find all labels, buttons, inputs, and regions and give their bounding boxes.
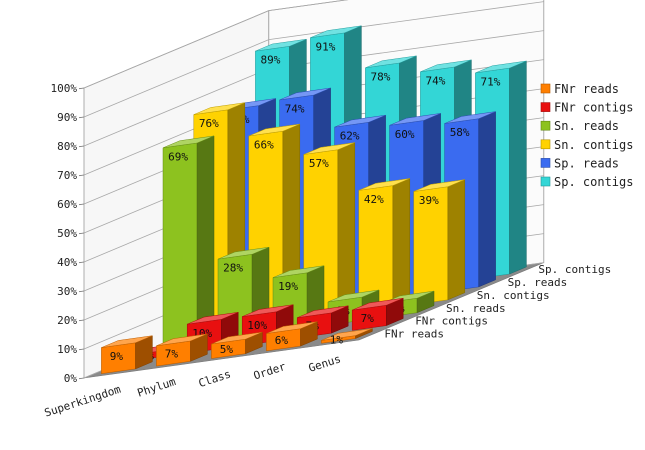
bar-fnr-reads-genus: 1% (321, 328, 373, 346)
y-tick-mark (78, 377, 85, 380)
legend: FNr reads FNr contigs Sn. reads Sn. contigs… (540, 82, 633, 189)
category-label: Superkingdom (43, 383, 123, 420)
bar-sn-reads-superkingdom: 69% (162, 135, 215, 349)
y-tick-label: 40% (57, 256, 77, 269)
y-tick-mark (78, 290, 85, 293)
data-label: 10% (247, 319, 267, 332)
category-label: Genus (307, 352, 343, 375)
bar-fnr-reads-class: 5% (211, 331, 263, 359)
bar-fnr-contigs-genus: 7% (351, 297, 404, 331)
data-label: 28% (223, 262, 243, 275)
category-label: Order (252, 360, 288, 383)
bar-sn-contigs-order: 42% (358, 178, 411, 313)
y-tick-label: 0% (64, 372, 78, 385)
legend-swatch (540, 158, 551, 168)
legend-label: FNr reads (554, 82, 619, 96)
y-tick-label: 90% (57, 111, 77, 124)
y-tick-label: 80% (57, 140, 77, 153)
data-label: 57% (309, 157, 329, 170)
legend-label: Sp. contigs (554, 175, 633, 189)
series-axis-label: Sp. reads (508, 276, 568, 289)
series-axis-label: Sn. reads (446, 302, 506, 315)
legend-swatch (540, 176, 551, 187)
legend-swatch (540, 120, 551, 131)
series-axis-label: Sn. contigs (477, 289, 550, 302)
data-label: 66% (254, 139, 274, 152)
y-tick-mark (78, 232, 85, 235)
legend-swatch (540, 102, 551, 112)
data-label: 74% (425, 74, 445, 87)
legend-item: FNr reads (540, 82, 619, 96)
legend-item: Sn. reads (540, 119, 619, 133)
y-tick-label: 20% (57, 314, 77, 327)
data-label: 5% (220, 343, 234, 356)
y-tick-label: 10% (57, 343, 77, 356)
data-label: 9% (110, 350, 124, 363)
legend-item: Sp. reads (540, 156, 619, 170)
legend-label: Sn. contigs (554, 138, 633, 152)
y-tick-label: 100% (51, 82, 78, 95)
legend-item: FNr contigs (540, 101, 633, 115)
series-axis-label: FNr contigs (415, 315, 488, 328)
data-label: 39% (419, 194, 439, 207)
data-label: 62% (340, 130, 360, 143)
y-tick-label: 60% (57, 198, 77, 211)
series-axis-label: FNr reads (384, 328, 444, 341)
y-tick-mark (78, 116, 85, 119)
y-tick-label: 50% (57, 227, 77, 240)
data-label: 78% (370, 70, 390, 83)
data-label: 7% (165, 348, 179, 361)
category-label: Phylum (136, 375, 178, 400)
data-label: 60% (395, 128, 415, 141)
legend-label: Sn. reads (554, 119, 619, 133)
y-tick-mark (78, 348, 85, 351)
y-tick-mark (78, 261, 85, 264)
bar-fnr-reads-order: 6% (266, 321, 318, 352)
y-tick-mark (78, 319, 85, 322)
legend-swatch (540, 139, 551, 150)
y-tick-mark (78, 174, 85, 177)
data-label: 91% (315, 40, 335, 53)
legend-label: Sp. reads (554, 156, 619, 170)
data-label: 71% (480, 75, 500, 88)
data-label: 19% (278, 280, 298, 293)
bar-fnr-reads-phylum: 7% (156, 333, 208, 367)
data-label: 7% (361, 312, 375, 325)
data-label: 6% (275, 334, 289, 347)
y-tick-label: 70% (57, 169, 77, 182)
gridline (83, 1, 544, 118)
y-tick-mark (78, 87, 85, 90)
data-label: 1% (330, 333, 344, 346)
legend-item: Sn. contigs (540, 138, 633, 152)
legend-label: FNr contigs (554, 101, 633, 115)
data-label: 76% (199, 117, 219, 130)
data-label: 74% (285, 102, 305, 115)
gridline (83, 0, 349, 89)
data-label: 69% (168, 150, 188, 163)
bar-fnr-reads-superkingdom: 9% (101, 335, 153, 374)
bar-sn-contigs-genus: 39% (413, 179, 466, 305)
y-tick-mark (78, 145, 85, 148)
y-tick-label: 30% (57, 285, 77, 298)
chart-bars: 71%74%78%91%89%58%60%62%74%73%39%42%57%6… (101, 25, 527, 374)
category-label: Class (197, 367, 233, 390)
legend-item: Sp. contigs (540, 175, 633, 189)
legend-swatch (540, 83, 551, 94)
data-label: 89% (260, 54, 280, 67)
data-label: 58% (450, 126, 470, 139)
data-label: 42% (364, 193, 384, 206)
series-axis-label: Sp. contigs (538, 263, 611, 276)
y-tick-mark (78, 203, 85, 206)
